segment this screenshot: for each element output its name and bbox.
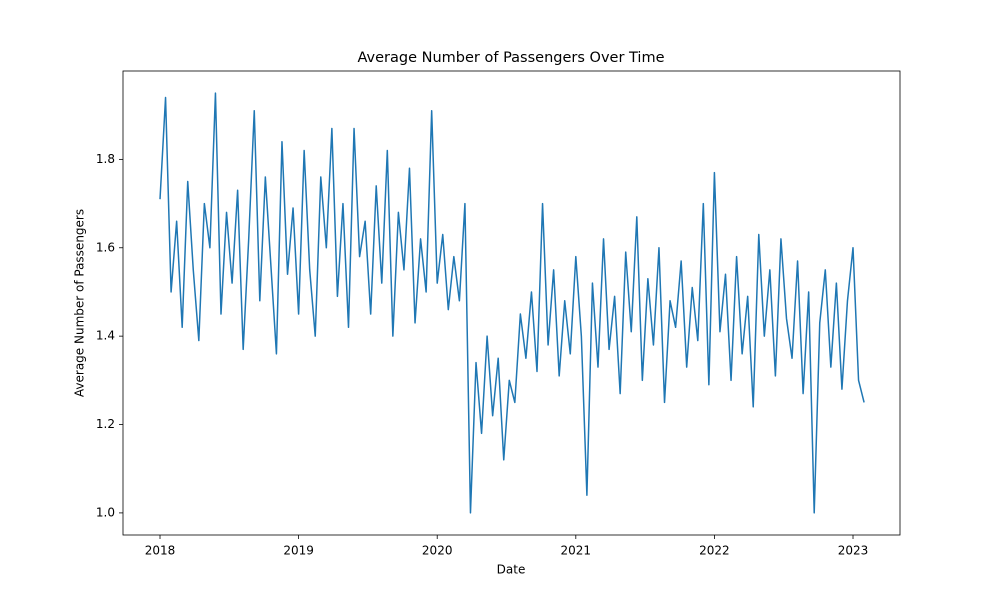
y-tick-label: 1.8 [96,152,115,166]
x-tick-label: 2023 [838,544,869,558]
y-tick-label: 1.4 [96,329,115,343]
plot-frame [122,70,901,536]
data-line [159,92,865,514]
x-tick-label: 2020 [422,544,453,558]
x-tick-label: 2018 [145,544,176,558]
chart-title: Average Number of Passengers Over Time [357,50,664,66]
x-tick-label: 2022 [699,544,730,558]
y-tick-label: 1.2 [96,417,115,431]
x-tick-label: 2019 [283,544,314,558]
y-axis-label: Average Number of Passengers [73,209,87,397]
x-tick-label: 2021 [561,544,592,558]
y-tick-label: 1.6 [96,240,115,254]
y-tick-label: 1.0 [96,505,115,519]
x-axis-label: Date [497,563,526,577]
